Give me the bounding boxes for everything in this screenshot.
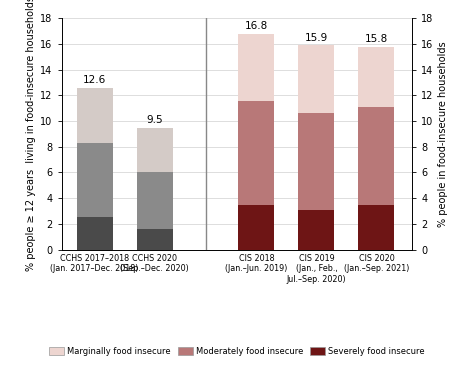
Bar — [358, 47, 394, 107]
Bar — [299, 46, 335, 113]
Bar — [137, 229, 173, 250]
Bar — [299, 113, 335, 210]
Bar — [77, 217, 113, 250]
Bar — [137, 172, 173, 229]
Y-axis label: % people in food-insecure households: % people in food-insecure households — [438, 41, 448, 227]
Y-axis label: % people ≥ 12 years  living in food-insecure households: % people ≥ 12 years living in food-insec… — [26, 0, 36, 272]
Bar — [137, 128, 173, 172]
Bar — [299, 210, 335, 250]
Bar — [358, 205, 394, 250]
Bar — [238, 205, 274, 250]
Bar — [358, 107, 394, 205]
Legend: Marginally food insecure, Moderately food insecure, Severely food insecure: Marginally food insecure, Moderately foo… — [46, 344, 428, 359]
Text: 16.8: 16.8 — [245, 21, 268, 32]
Text: 15.8: 15.8 — [365, 34, 388, 44]
Text: 9.5: 9.5 — [146, 115, 163, 125]
Bar — [238, 101, 274, 205]
Text: 12.6: 12.6 — [83, 75, 106, 86]
Bar — [238, 34, 274, 101]
Bar — [77, 143, 113, 217]
Bar — [77, 88, 113, 143]
Text: 15.9: 15.9 — [305, 33, 328, 43]
